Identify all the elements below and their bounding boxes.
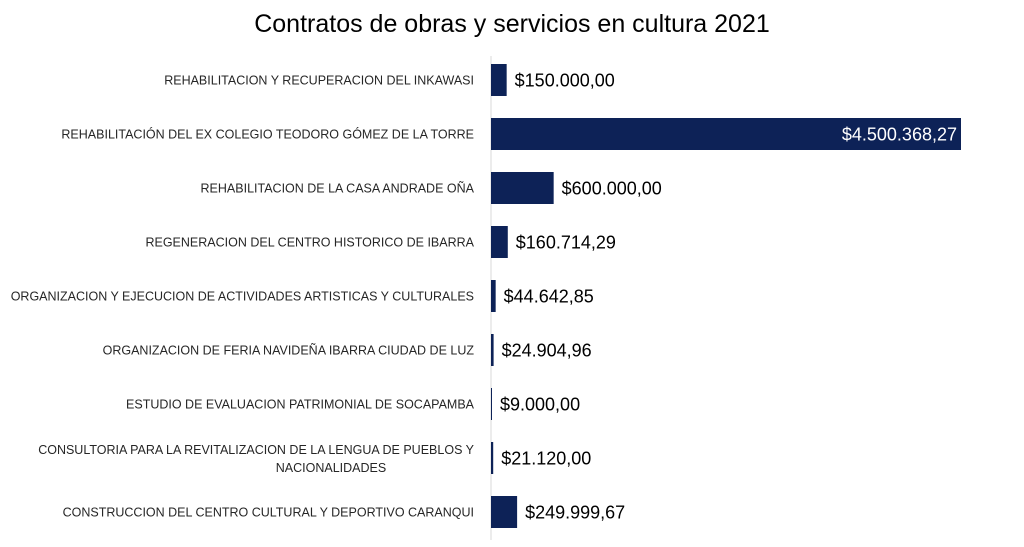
chart-title: Contratos de obras y servicios en cultur… [254,10,770,38]
value-label: $24.904,96 [502,341,592,361]
category-label: REHABILITACION Y RECUPERACION DEL INKAWA… [164,74,474,88]
category-label: ESTUDIO DE EVALUACION PATRIMONIAL DE SOC… [126,398,475,412]
value-label: $600.000,00 [562,179,662,199]
category-label: REHABILITACIÓN DEL EX COLEGIO TEODORO GÓ… [61,127,474,142]
category-label: ORGANIZACION Y EJECUCION DE ACTIVIDADES … [11,290,474,304]
bar [491,172,554,204]
value-label: $9.000,00 [500,395,580,415]
value-label: $160.714,29 [516,233,616,253]
value-label: $21.120,00 [501,449,591,469]
value-label: $249.999,67 [525,503,625,523]
category-label: ORGANIZACION DE FERIA NAVIDEÑA IBARRA CI… [103,344,475,358]
category-label: CONSTRUCCION DEL CENTRO CULTURAL Y DEPOR… [63,506,474,520]
bar [491,226,508,258]
bar [491,442,494,474]
bar [491,496,518,528]
bar [491,280,496,312]
bars [491,64,961,528]
value-label: $4.500.368,27 [842,125,957,145]
category-label: CONSULTORIA PARA LA REVITALIZACION DE LA… [38,443,474,475]
value-labels: $150.000,00 $4.500.368,27 $600.000,00 $160.… [500,71,957,523]
category-label: REHABILITACION DE LA CASA ANDRADE OÑA [201,182,475,196]
category-labels: REHABILITACION Y RECUPERACION DEL INKAWA… [11,74,475,520]
bar [491,334,494,366]
bar [491,64,507,96]
bar [491,388,492,420]
value-label: $44.642,85 [504,287,594,307]
bar [491,118,961,150]
value-label: $150.000,00 [515,71,615,91]
category-label: REGENERACION DEL CENTRO HISTORICO DE IBA… [145,236,474,250]
